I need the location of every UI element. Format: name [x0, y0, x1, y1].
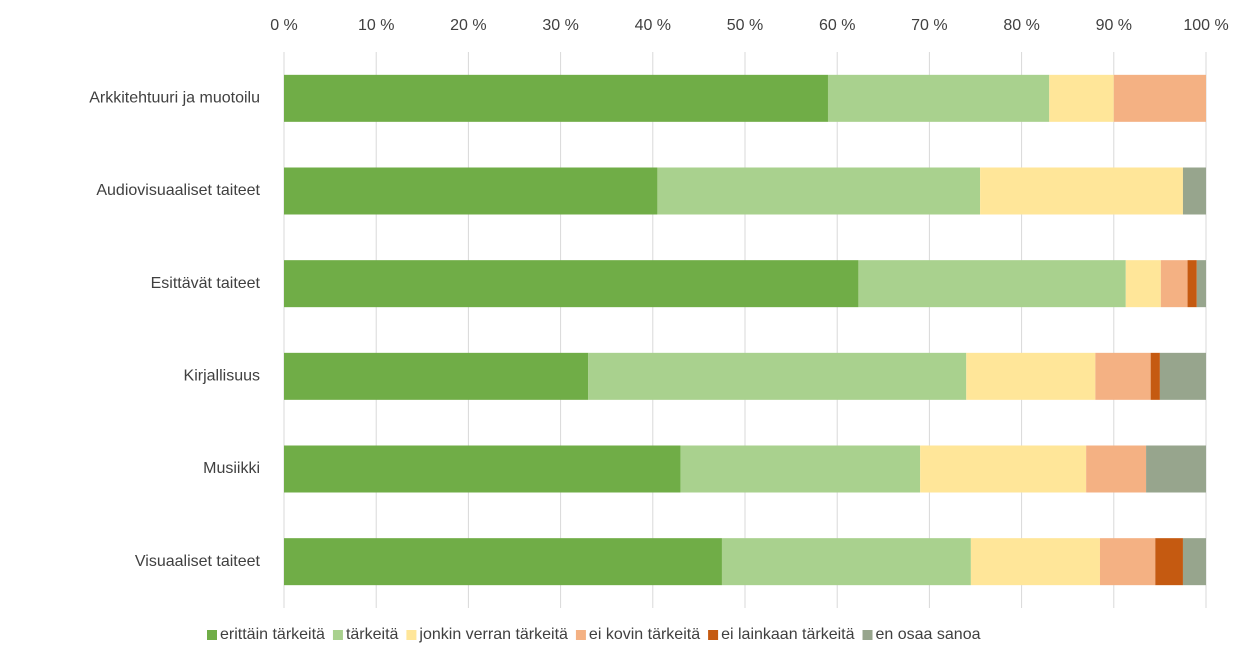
legend-swatch [207, 630, 217, 640]
legend-label: en osaa sanoa [876, 626, 981, 643]
bar-segment [284, 260, 859, 308]
bar-segment [1159, 352, 1206, 400]
x-tick-label: 0 % [270, 17, 298, 34]
bar-segment [966, 352, 1096, 400]
bar-segment [1146, 445, 1206, 493]
x-tick-label: 20 % [450, 17, 486, 34]
x-tick-label: 40 % [635, 17, 671, 34]
bar-segment [858, 260, 1126, 308]
y-tick-label: Kirjallisuus [184, 368, 260, 385]
bar-segment [588, 352, 967, 400]
legend-label: jonkin verran tärkeitä [418, 626, 568, 643]
bar-segment [284, 352, 589, 400]
bar-segment [680, 445, 921, 493]
bar-segment [1095, 352, 1151, 400]
x-tick-label: 30 % [542, 17, 578, 34]
legend-swatch [575, 630, 586, 640]
y-tick-label: Audiovisuaaliset taiteet [96, 182, 260, 199]
y-tick-label: Esittävät taiteet [151, 275, 261, 292]
x-tick-label: 90 % [1096, 17, 1132, 34]
bar-segment [657, 167, 981, 215]
bar-segment [970, 538, 1100, 586]
y-tick-label: Visuaaliset taiteet [135, 553, 261, 570]
bar-segment [284, 74, 828, 122]
legend-label: tärkeitä [346, 626, 399, 643]
bar-segment [1113, 74, 1206, 122]
x-tick-label: 70 % [911, 17, 947, 34]
legend-swatch [406, 630, 417, 640]
y-tick-label: Musiikki [203, 460, 260, 477]
bar-segment [1196, 260, 1206, 308]
bar-segment [284, 445, 681, 493]
bar-segment [1099, 538, 1156, 586]
legend-label: erittäin tärkeitä [220, 626, 325, 643]
bar-segment [1182, 538, 1206, 586]
bar-segment [1086, 445, 1147, 493]
bar-segment [1160, 260, 1188, 308]
x-tick-label: 10 % [358, 17, 394, 34]
legend-swatch [332, 630, 343, 640]
bar-segment [920, 445, 1087, 493]
legend-label: ei lainkaan tärkeitä [721, 626, 855, 643]
bar-segment [284, 167, 658, 215]
bar-segment [1125, 260, 1161, 308]
bar-segment [827, 74, 1050, 122]
x-tick-label: 100 % [1183, 17, 1228, 34]
bar-segment [1182, 167, 1206, 215]
bar-segment [1150, 352, 1160, 400]
legend-swatch [862, 630, 873, 640]
y-tick-label: Arkkitehtuuri ja muotoilu [89, 90, 260, 107]
bar-segment [721, 538, 971, 586]
legend-label: ei kovin tärkeitä [589, 626, 700, 643]
bar-segment [1187, 260, 1197, 308]
bar-segment [1049, 74, 1114, 122]
x-tick-label: 60 % [819, 17, 855, 34]
legend-swatch [708, 630, 719, 640]
x-tick-label: 80 % [1003, 17, 1039, 34]
bar-segment [980, 167, 1183, 215]
x-tick-label: 50 % [727, 17, 763, 34]
bar-segment [1155, 538, 1183, 586]
bar-segment [284, 538, 722, 586]
